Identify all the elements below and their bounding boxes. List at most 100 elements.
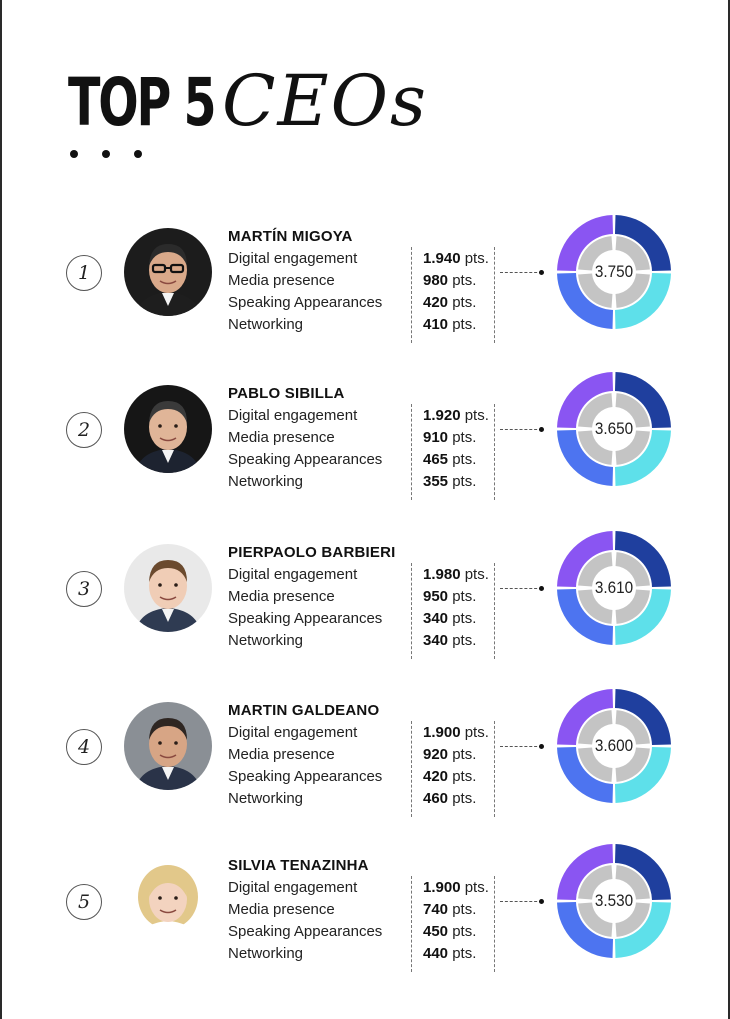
donut-ring-icon	[557, 531, 671, 645]
metric-unit: pts.	[452, 790, 477, 807]
metric-value: 740 pts.	[423, 901, 476, 918]
score-donut	[556, 688, 672, 804]
metric-unit: pts.	[452, 901, 477, 918]
score-donut	[556, 843, 672, 959]
metric-unit: pts.	[464, 407, 489, 424]
connector-dot-icon	[539, 427, 544, 432]
ceo-name: PIERPAOLO BARBIERI	[228, 544, 396, 561]
metric-value: 420 pts.	[423, 768, 476, 785]
metric-number: 1.980	[423, 566, 461, 583]
metric-label: Speaking Appearances	[228, 923, 383, 940]
ceo-entry: 5 SILVIA TENAZINHA 1.900 pts. 740 pts. 450 p…	[0, 844, 730, 985]
person-photo-icon	[124, 544, 212, 632]
metric-unit: pts.	[452, 923, 477, 940]
metric-unit: pts.	[452, 588, 477, 605]
donut-ring-icon	[557, 689, 671, 803]
metric-value: 465 pts.	[423, 451, 476, 468]
metric-value: 1.920 pts.	[423, 407, 489, 424]
metric-value: 420 pts.	[423, 294, 476, 311]
person-photo-icon	[124, 857, 212, 945]
metric-label: Media presence	[228, 588, 335, 605]
metric-unit: pts.	[452, 272, 477, 289]
score-donut	[556, 214, 672, 330]
metric-label: Speaking Appearances	[228, 294, 383, 311]
metric-label: Digital engagement	[228, 879, 358, 896]
donut-ring-icon	[557, 215, 671, 329]
metric-unit: pts.	[452, 451, 477, 468]
metric-number: 340	[423, 610, 449, 627]
metric-value: 910 pts.	[423, 429, 476, 446]
metric-label: Networking	[228, 945, 304, 962]
donut-ring-icon	[557, 844, 671, 958]
avatar	[124, 385, 212, 473]
metric-value: 950 pts.	[423, 588, 476, 605]
metric-unit: pts.	[452, 632, 477, 649]
avatar	[124, 857, 212, 945]
metric-value: 450 pts.	[423, 923, 476, 940]
metric-label: Media presence	[228, 429, 335, 446]
metric-label: Networking	[228, 316, 304, 333]
metric-value: 1.940 pts.	[423, 250, 489, 267]
dot-icon	[70, 150, 78, 158]
connector-line	[500, 272, 542, 273]
values-box: 1.900 pts. 740 pts. 450 pts. 440 pts.	[411, 876, 495, 972]
metric-unit: pts.	[452, 473, 477, 490]
avatar	[124, 228, 212, 316]
metric-label: Speaking Appearances	[228, 610, 383, 627]
metric-number: 440	[423, 945, 449, 962]
page-title: TOP 5 CEOs	[68, 56, 428, 136]
metric-value: 410 pts.	[423, 316, 476, 333]
decorative-dots	[70, 150, 142, 158]
ceo-entry: 2 PABLO SIBILLA 1.920 pts. 910 pts. 465 pts.…	[0, 372, 730, 513]
ceo-name: SILVIA TENAZINHA	[228, 857, 369, 874]
metric-value: 980 pts.	[423, 272, 476, 289]
rank-badge: 5	[66, 884, 102, 920]
metric-label: Digital engagement	[228, 407, 358, 424]
total-score: 3.650	[594, 419, 634, 438]
metric-label: Speaking Appearances	[228, 451, 383, 468]
values-box: 1.940 pts. 980 pts. 420 pts. 410 pts.	[411, 247, 495, 343]
metric-unit: pts.	[452, 610, 477, 627]
ceo-entry: 1 MARTÍN MIGOYA 1.940 pts. 980 pts. 420 pts.…	[0, 215, 730, 356]
metric-label: Digital engagement	[228, 250, 358, 267]
total-score: 3.600	[594, 736, 634, 755]
total-score: 3.610	[594, 578, 634, 597]
dot-icon	[102, 150, 110, 158]
ceo-entry: 4 MARTIN GALDEANO 1.900 pts. 920 pts. 420 pt…	[0, 689, 730, 830]
ceo-name: MARTÍN MIGOYA	[228, 228, 353, 245]
metric-number: 980	[423, 272, 449, 289]
metric-number: 1.920	[423, 407, 461, 424]
rank-badge: 4	[66, 729, 102, 765]
metric-unit: pts.	[464, 724, 489, 741]
metric-label: Media presence	[228, 272, 335, 289]
metric-number: 340	[423, 632, 449, 649]
metric-value: 440 pts.	[423, 945, 476, 962]
metric-unit: pts.	[464, 250, 489, 267]
metric-number: 420	[423, 768, 449, 785]
rank-badge: 1	[66, 255, 102, 291]
ceo-name: MARTIN GALDEANO	[228, 702, 380, 719]
metric-value: 1.900 pts.	[423, 724, 489, 741]
metric-number: 355	[423, 473, 449, 490]
metric-value: 920 pts.	[423, 746, 476, 763]
metric-value: 340 pts.	[423, 632, 476, 649]
metric-unit: pts.	[452, 945, 477, 962]
metric-number: 1.900	[423, 724, 461, 741]
rank-badge: 2	[66, 412, 102, 448]
metric-number: 920	[423, 746, 449, 763]
metric-label: Networking	[228, 790, 304, 807]
metric-value: 355 pts.	[423, 473, 476, 490]
metric-number: 910	[423, 429, 449, 446]
connector-dot-icon	[539, 899, 544, 904]
metric-label: Media presence	[228, 746, 335, 763]
metric-value: 1.900 pts.	[423, 879, 489, 896]
values-box: 1.920 pts. 910 pts. 465 pts. 355 pts.	[411, 404, 495, 500]
metric-label: Networking	[228, 632, 304, 649]
metric-unit: pts.	[452, 316, 477, 333]
score-donut	[556, 371, 672, 487]
metric-label: Media presence	[228, 901, 335, 918]
total-score: 3.530	[594, 891, 634, 910]
metric-number: 410	[423, 316, 449, 333]
person-photo-icon	[124, 702, 212, 790]
metric-number: 740	[423, 901, 449, 918]
